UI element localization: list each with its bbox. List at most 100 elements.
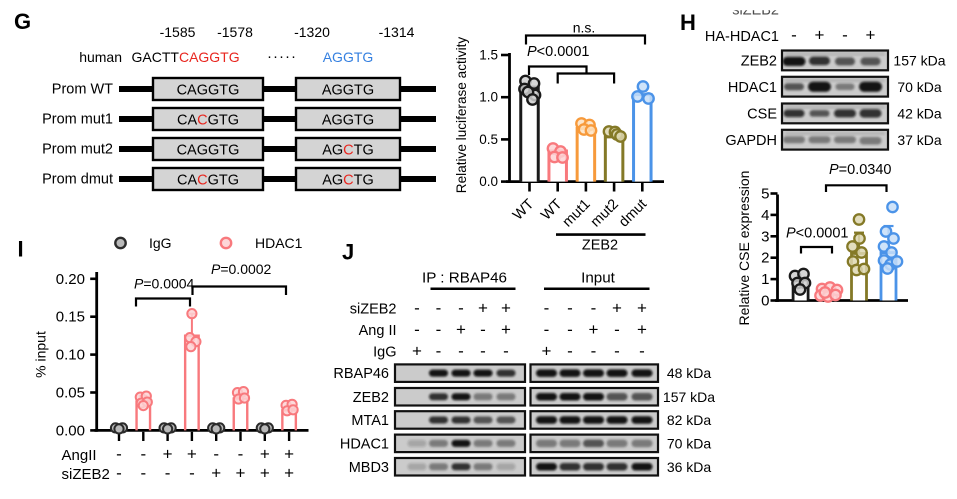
svg-text:Relative CSE expression: Relative CSE expression [736, 171, 752, 326]
svg-text:-: - [591, 342, 597, 361]
svg-text:+: + [284, 445, 294, 464]
svg-text:0.5: 0.5 [479, 132, 498, 147]
svg-text:0.0: 0.0 [479, 174, 498, 189]
svg-text:+: + [542, 342, 552, 361]
svg-text:WT: WT [510, 196, 537, 223]
svg-text:-: - [116, 445, 122, 464]
svg-text:ZEB2: ZEB2 [741, 54, 777, 70]
svg-text:-: - [458, 342, 464, 361]
svg-text:+: + [187, 445, 197, 464]
svg-text:P=0.0002: P=0.0002 [211, 261, 272, 277]
svg-text:5: 5 [761, 186, 769, 203]
svg-text:70 kDa: 70 kDa [667, 435, 712, 451]
svg-text:IgG: IgG [373, 345, 396, 361]
svg-text:% input: % input [33, 331, 49, 378]
svg-text:n.s.: n.s. [573, 20, 596, 36]
svg-text:-: - [791, 26, 797, 45]
svg-text:+: + [637, 299, 647, 318]
svg-text:-: - [544, 299, 550, 318]
svg-text:I: I [18, 237, 24, 262]
svg-text:MBD3: MBD3 [349, 460, 389, 476]
svg-text:HDAC1: HDAC1 [255, 235, 303, 251]
svg-text:0: 0 [761, 293, 769, 310]
svg-text:Ang II: Ang II [359, 323, 397, 339]
svg-text:+: + [501, 299, 511, 318]
svg-text:-: - [414, 320, 420, 339]
svg-text:4: 4 [761, 207, 769, 224]
svg-text:+: + [236, 464, 246, 483]
svg-text:3: 3 [761, 228, 769, 245]
svg-text:Prom mut1: Prom mut1 [42, 112, 113, 128]
svg-text:1: 1 [761, 271, 769, 288]
svg-text:P=0.0340: P=0.0340 [829, 162, 892, 178]
svg-text:MTA1: MTA1 [351, 413, 389, 429]
svg-text:-: - [591, 299, 597, 318]
svg-text:AGCTG: AGCTG [322, 143, 374, 159]
svg-text:J: J [342, 240, 354, 265]
svg-text:-: - [436, 299, 442, 318]
svg-text:-: - [140, 464, 146, 483]
svg-text:-: - [614, 320, 620, 339]
svg-text:2: 2 [761, 250, 769, 267]
svg-text:+: + [260, 464, 270, 483]
svg-text:+: + [637, 320, 647, 339]
svg-text:HA-HDAC1: HA-HDAC1 [705, 29, 779, 45]
svg-text:G: G [14, 9, 31, 34]
svg-text:CACGTG: CACGTG [177, 173, 239, 189]
svg-text:-: - [480, 320, 486, 339]
svg-text:P=0.0004: P=0.0004 [134, 276, 195, 292]
svg-text:157 kDa: 157 kDa [663, 389, 715, 405]
svg-text:-: - [165, 464, 171, 483]
svg-text:GACTTCAGGTG: GACTTCAGGTG [132, 49, 240, 65]
svg-text:-: - [414, 299, 420, 318]
svg-text:IgG: IgG [149, 235, 172, 251]
svg-text:RBAP46: RBAP46 [333, 366, 389, 382]
svg-text:ZEB2: ZEB2 [353, 390, 389, 406]
svg-text:-: - [116, 464, 122, 483]
svg-text:+: + [501, 320, 511, 339]
svg-text:GAPDH: GAPDH [725, 133, 777, 149]
svg-text:-: - [436, 342, 442, 361]
svg-text:+: + [478, 299, 488, 318]
svg-text:+: + [163, 445, 173, 464]
svg-text:48 kDa: 48 kDa [667, 365, 712, 381]
svg-text:-: - [614, 342, 620, 361]
svg-text:-: - [140, 445, 146, 464]
svg-text:·····: ····· [267, 48, 297, 65]
svg-text:human: human [79, 49, 122, 65]
svg-text:-: - [567, 342, 573, 361]
svg-text:-: - [189, 464, 195, 483]
svg-text:AGCTG: AGCTG [322, 173, 374, 189]
svg-text:37 kDa: 37 kDa [897, 132, 942, 148]
svg-text:+: + [815, 26, 825, 45]
svg-text:Prom mut2: Prom mut2 [42, 142, 113, 158]
svg-text:HDAC1: HDAC1 [340, 436, 389, 452]
svg-text:-1578: -1578 [217, 24, 253, 40]
svg-text:-: - [213, 445, 219, 464]
svg-text:+: + [412, 342, 422, 361]
svg-text:P<0.0001: P<0.0001 [527, 44, 590, 60]
svg-text:-: - [544, 320, 550, 339]
svg-text:-: - [480, 342, 486, 361]
svg-text:-1585: -1585 [160, 24, 196, 40]
svg-text:0.10: 0.10 [56, 347, 85, 364]
svg-text:CAGGTG: CAGGTG [177, 83, 240, 99]
svg-text:-: - [436, 320, 442, 339]
svg-text:CSE: CSE [747, 107, 777, 123]
svg-text:Input: Input [581, 270, 616, 287]
svg-text:mut2: mut2 [588, 196, 622, 230]
svg-text:CACGTG: CACGTG [177, 113, 239, 129]
svg-text:82 kDa: 82 kDa [667, 412, 712, 428]
svg-text:CAGGTG: CAGGTG [177, 143, 240, 159]
svg-text:-: - [503, 342, 509, 361]
svg-text:70 kDa: 70 kDa [897, 79, 942, 95]
svg-text:0.00: 0.00 [56, 422, 85, 439]
svg-text:1.5: 1.5 [479, 48, 498, 63]
svg-text:+: + [456, 320, 466, 339]
svg-text:0.20: 0.20 [56, 271, 85, 288]
svg-text:P<0.0001: P<0.0001 [786, 226, 849, 242]
svg-text:AGGTG: AGGTG [322, 113, 374, 129]
svg-text:+: + [211, 464, 221, 483]
svg-text:HDAC1: HDAC1 [728, 80, 777, 96]
svg-text:157 kDa: 157 kDa [893, 53, 945, 69]
